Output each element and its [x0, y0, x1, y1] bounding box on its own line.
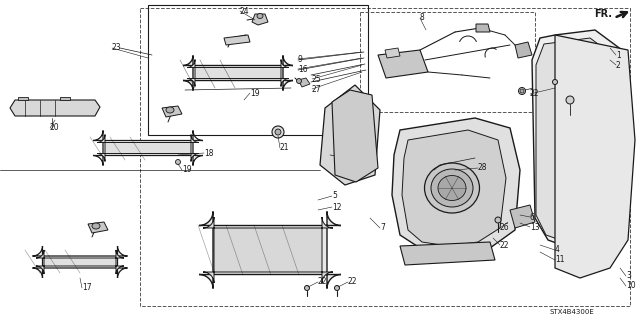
Text: 2: 2 [616, 61, 621, 70]
Text: 24: 24 [240, 6, 250, 16]
Polygon shape [320, 85, 380, 185]
Polygon shape [515, 42, 532, 58]
Text: 13: 13 [530, 222, 540, 232]
Text: 22: 22 [500, 241, 509, 249]
Ellipse shape [495, 217, 501, 223]
Polygon shape [555, 35, 635, 278]
Text: 6: 6 [530, 212, 535, 221]
Ellipse shape [431, 169, 473, 207]
Text: 11: 11 [555, 256, 564, 264]
Ellipse shape [566, 96, 574, 104]
Bar [360, 12, 535, 112]
Text: 17: 17 [82, 284, 92, 293]
Text: 16: 16 [298, 64, 308, 73]
Ellipse shape [296, 78, 301, 84]
Polygon shape [298, 78, 310, 87]
Polygon shape [332, 90, 378, 182]
Polygon shape [199, 211, 341, 288]
Text: 1: 1 [616, 50, 621, 60]
Text: 9: 9 [298, 55, 303, 63]
Polygon shape [402, 130, 506, 246]
Text: 8: 8 [420, 13, 425, 23]
Text: 22: 22 [318, 278, 328, 286]
Text: 21: 21 [280, 144, 289, 152]
Polygon shape [60, 97, 70, 100]
Polygon shape [224, 35, 250, 45]
Text: 10: 10 [626, 281, 636, 291]
Ellipse shape [424, 163, 479, 213]
Polygon shape [97, 135, 199, 161]
Ellipse shape [438, 175, 466, 201]
Polygon shape [476, 24, 490, 32]
Polygon shape [162, 106, 182, 117]
Ellipse shape [272, 126, 284, 138]
Polygon shape [536, 38, 620, 242]
Text: 19: 19 [250, 88, 260, 98]
Polygon shape [10, 100, 100, 116]
Polygon shape [378, 50, 428, 78]
Text: 18: 18 [204, 149, 214, 158]
Ellipse shape [92, 223, 100, 229]
Text: STX4B4300E: STX4B4300E [549, 309, 594, 315]
Ellipse shape [175, 160, 180, 165]
Text: 5: 5 [332, 191, 337, 201]
Polygon shape [88, 222, 108, 233]
Text: 19: 19 [182, 166, 191, 174]
Text: 3: 3 [626, 271, 631, 280]
Text: 23: 23 [112, 43, 122, 53]
Text: 12: 12 [332, 203, 342, 211]
Text: 22: 22 [530, 90, 540, 99]
Polygon shape [187, 60, 289, 86]
Ellipse shape [552, 79, 557, 85]
Ellipse shape [520, 89, 524, 93]
Text: 26: 26 [500, 224, 509, 233]
Polygon shape [183, 56, 293, 91]
Text: 4: 4 [555, 246, 560, 255]
Ellipse shape [335, 286, 339, 291]
Polygon shape [18, 97, 28, 100]
Text: 25: 25 [312, 75, 322, 84]
Bar [148, 5, 368, 135]
Ellipse shape [518, 87, 525, 94]
Polygon shape [93, 130, 203, 166]
Polygon shape [36, 250, 124, 274]
Polygon shape [385, 48, 400, 58]
Polygon shape [252, 14, 268, 25]
Text: 20: 20 [50, 123, 60, 132]
Ellipse shape [305, 286, 310, 291]
Text: 7: 7 [380, 224, 385, 233]
Ellipse shape [257, 13, 263, 19]
Ellipse shape [166, 107, 174, 113]
Polygon shape [33, 246, 127, 278]
Polygon shape [400, 242, 495, 265]
Ellipse shape [275, 129, 281, 135]
Text: 28: 28 [478, 164, 488, 173]
Bar [140, 8, 630, 306]
Text: 22: 22 [348, 278, 358, 286]
Polygon shape [203, 217, 333, 283]
Text: FR.: FR. [594, 9, 612, 19]
Polygon shape [532, 30, 628, 248]
Polygon shape [510, 205, 535, 228]
Text: 27: 27 [312, 85, 322, 93]
Polygon shape [392, 118, 520, 252]
